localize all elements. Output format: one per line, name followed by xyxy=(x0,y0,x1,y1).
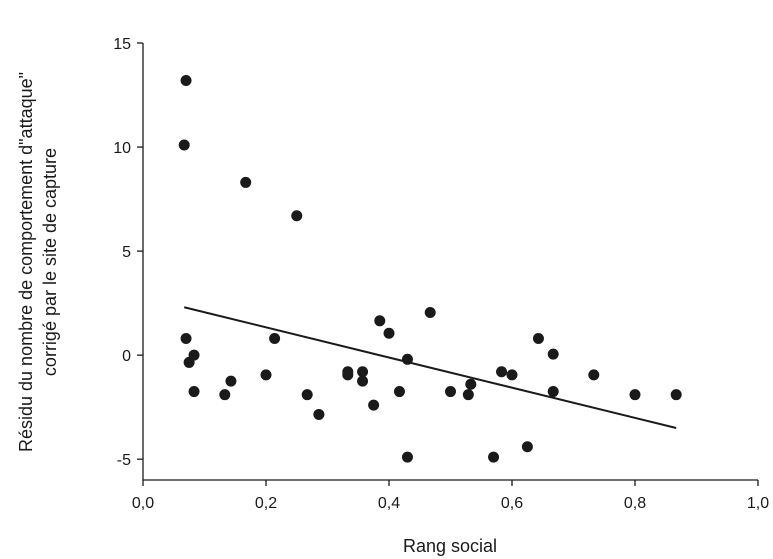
y-tick-label: 10 xyxy=(113,140,131,157)
data-point xyxy=(225,375,237,387)
y-axis-title-line-1: Résidu du nombre de comportement d"attaq… xyxy=(16,72,36,452)
data-point xyxy=(240,176,252,188)
x-tick-label: 0,0 xyxy=(132,495,154,512)
x-tick-label: 0,6 xyxy=(501,495,523,512)
regression-line xyxy=(183,306,677,429)
data-point xyxy=(357,366,369,378)
data-point xyxy=(401,353,413,365)
y-tick-label: 5 xyxy=(122,244,131,261)
data-point xyxy=(291,210,303,222)
data-point xyxy=(301,389,313,401)
y-tick-label: -5 xyxy=(117,452,131,469)
data-point xyxy=(269,332,281,344)
x-tick-label: 0,4 xyxy=(378,495,400,512)
data-point xyxy=(496,366,508,378)
x-ticks: 0,0 0,2 0,4 0,6 0,8 1,0 xyxy=(132,480,769,512)
data-point xyxy=(462,389,474,401)
x-tick-label: 1,0 xyxy=(747,495,769,512)
y-ticks: -5 0 5 10 15 xyxy=(113,36,143,469)
data-point xyxy=(368,399,380,411)
x-tick-label: 0,8 xyxy=(624,495,646,512)
y-tick-label: 15 xyxy=(113,36,131,53)
data-point xyxy=(445,386,456,398)
data-point xyxy=(180,332,192,344)
data-point xyxy=(588,369,600,381)
data-point xyxy=(180,74,192,86)
data-point xyxy=(342,369,354,381)
data-point xyxy=(178,139,190,151)
data-point xyxy=(188,386,200,398)
data-points xyxy=(178,74,682,463)
data-point xyxy=(547,348,559,360)
y-axis-title-line-2: corrigé par le site de capture xyxy=(40,148,60,376)
x-tick-label: 0,2 xyxy=(255,495,277,512)
data-point xyxy=(383,327,395,339)
data-point xyxy=(219,389,231,401)
data-point xyxy=(465,378,477,390)
data-point xyxy=(521,441,533,453)
data-point xyxy=(532,332,544,344)
x-axis-title: Rang social xyxy=(403,536,497,556)
data-point xyxy=(547,386,559,398)
y-tick-label: 0 xyxy=(122,348,131,365)
data-point xyxy=(401,451,413,463)
data-point xyxy=(357,375,369,387)
data-point xyxy=(374,315,386,327)
data-point xyxy=(393,386,405,398)
data-point xyxy=(670,389,682,401)
y-axis-title: Résidu du nombre de comportement d"attaq… xyxy=(16,72,60,452)
data-point xyxy=(629,389,641,401)
data-point xyxy=(424,306,436,318)
data-point xyxy=(313,408,325,420)
data-point xyxy=(488,451,500,463)
data-point xyxy=(260,369,272,381)
data-point xyxy=(506,369,518,381)
trendline-group xyxy=(183,306,677,429)
axes xyxy=(142,43,758,481)
data-point xyxy=(188,349,200,361)
